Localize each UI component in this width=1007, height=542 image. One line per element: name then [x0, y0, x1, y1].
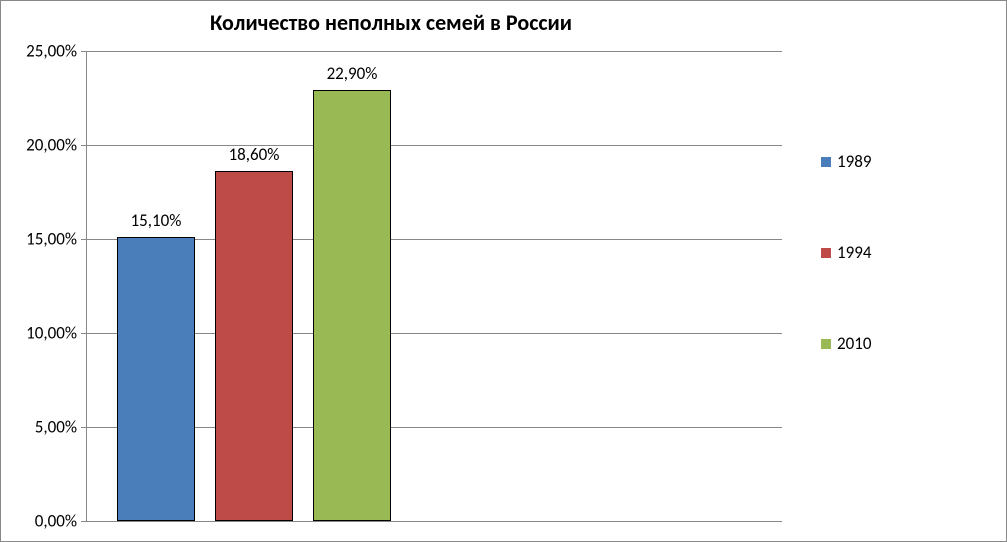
- legend: 1989 1994 2010: [821, 151, 981, 424]
- legend-swatch-1: [821, 248, 831, 258]
- legend-label-0: 1989: [837, 151, 871, 172]
- plot-area: 0,00% 5,00% 10,00% 15,00% 20,00% 25,00% …: [86, 51, 782, 522]
- y-axis-label-4: 20,00%: [26, 135, 77, 156]
- chart-container: Количество неполных семей в России 0,00%…: [0, 0, 1007, 542]
- y-axis-label-2: 10,00%: [26, 323, 77, 344]
- y-axis-tick-0: [81, 521, 87, 522]
- bar-label-1: 18,60%: [229, 144, 280, 165]
- bar-label-2: 22,90%: [327, 63, 378, 84]
- y-axis-label-5: 25,00%: [26, 41, 77, 62]
- legend-item-0: 1989: [821, 151, 981, 172]
- legend-item-2: 2010: [821, 333, 981, 354]
- y-axis-label-3: 15,00%: [26, 229, 77, 250]
- legend-swatch-0: [821, 157, 831, 167]
- legend-swatch-2: [821, 339, 831, 349]
- chart-title: Количество неполных семей в России: [1, 9, 781, 36]
- y-axis-label-0: 0,00%: [35, 511, 77, 532]
- bar-1: [215, 171, 293, 521]
- y-axis-label-1: 5,00%: [35, 417, 77, 438]
- legend-item-1: 1994: [821, 242, 981, 263]
- bar-0: [117, 237, 195, 521]
- legend-label-1: 1994: [837, 242, 871, 263]
- legend-label-2: 2010: [837, 333, 871, 354]
- bar-label-0: 15,10%: [131, 210, 182, 231]
- bars-group: 15,10% 18,60% 22,90%: [87, 51, 782, 521]
- bar-2: [313, 90, 391, 521]
